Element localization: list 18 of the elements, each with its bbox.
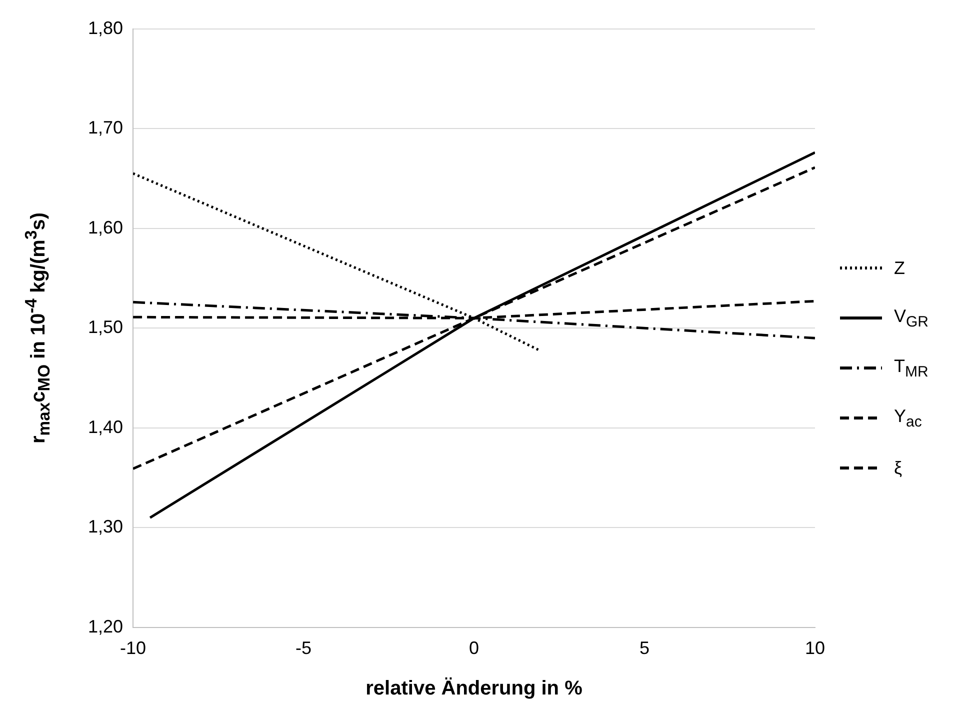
y-tick-label: 1,80 — [88, 18, 124, 38]
legend-label: Y$_{ac}$ — [894, 406, 922, 430]
x-tick-label: 0 — [469, 638, 480, 658]
legend-label: ξ — [894, 458, 902, 478]
y-tick-label: 1,20 — [88, 616, 124, 636]
x-axis-title: relative Änderung in % — [366, 676, 583, 700]
legend-label: V$_{GR}$ — [894, 306, 929, 330]
x-tick-label: 5 — [639, 638, 650, 658]
legend-label: T$_{MR}$ — [894, 356, 928, 380]
legend-label: Z — [894, 258, 905, 278]
y-tick-label: 1,60 — [88, 217, 124, 238]
x-tick-label: -10 — [120, 638, 146, 658]
x-tick-label: 10 — [804, 638, 826, 658]
y-tick-label: 1,30 — [88, 516, 124, 537]
y-tick-label: 1,50 — [88, 317, 124, 338]
y-tick-label: 1,70 — [88, 118, 124, 138]
x-tick-label: -5 — [296, 638, 312, 658]
y-tick-label: 1,40 — [88, 416, 124, 437]
